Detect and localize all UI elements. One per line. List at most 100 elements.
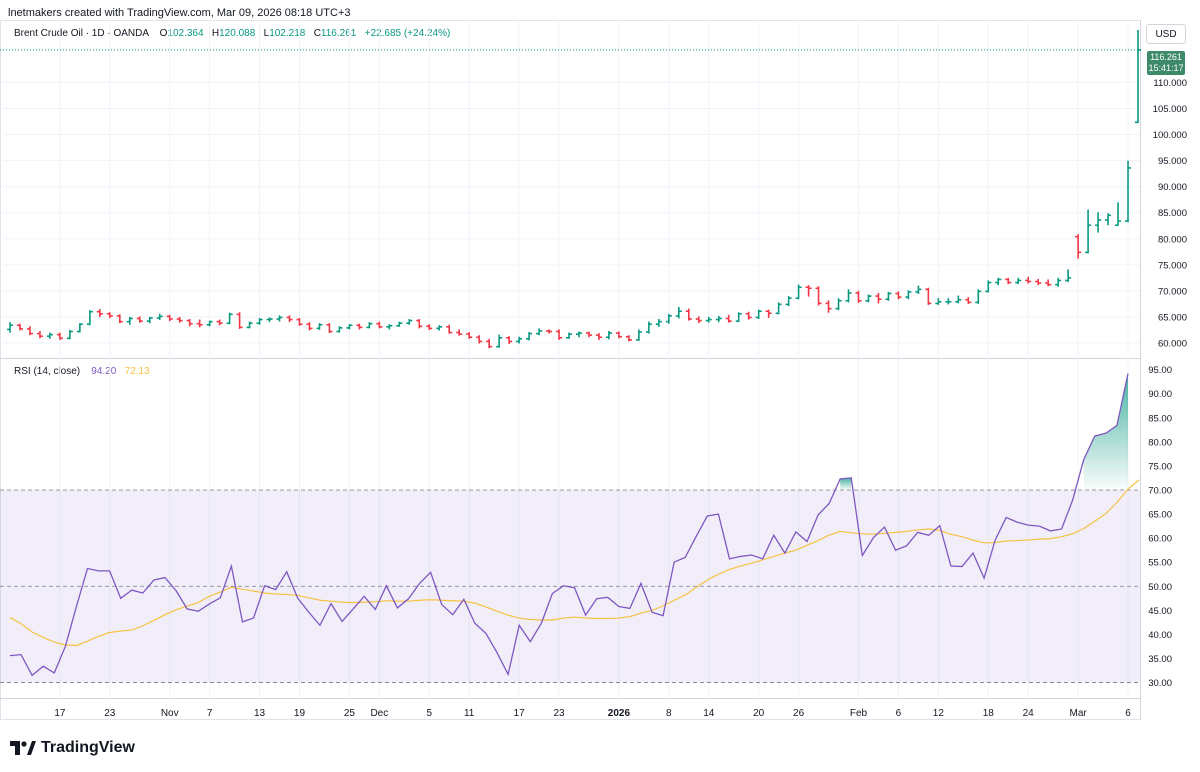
price-tick-label: 60.000	[1158, 338, 1187, 349]
ohlc-bar	[216, 319, 223, 326]
ohlc-bar	[86, 310, 93, 326]
ohlc-bar	[26, 326, 33, 336]
ohlc-bar	[1115, 202, 1122, 227]
ohlc-bar	[566, 332, 573, 339]
ohlc-bar	[805, 285, 812, 297]
x-tick-label: 6	[1125, 708, 1131, 719]
overbought-fill	[840, 477, 852, 490]
ohlc-bar	[196, 319, 203, 328]
ohlc-bar	[316, 323, 323, 330]
ohlc-bar	[386, 324, 393, 330]
last-price: 116.261	[1150, 52, 1182, 62]
ohlc-bar	[1095, 212, 1102, 233]
chart-caption: lnetmakers created with TradingView.com,…	[8, 7, 351, 19]
ohlc-bar	[1075, 234, 1082, 259]
close-label: C	[313, 28, 321, 39]
price-tick-label: 105.000	[1153, 104, 1187, 115]
ohlc-bar	[745, 311, 752, 320]
rsi-tick-label: 55.00	[1148, 558, 1172, 569]
x-tick-label: 13	[254, 708, 266, 719]
x-tick-label: 5	[426, 708, 432, 719]
x-tick-label: 8	[666, 708, 672, 719]
rsi-legend: RSI (14, close) 94.20 72.13	[14, 366, 150, 377]
ohlc-bar	[1085, 209, 1092, 254]
symbol-info[interactable]: Brent Crude Oil · 1D · OANDA	[14, 28, 149, 39]
x-tick-label: Nov	[161, 708, 179, 719]
ohlc-bar	[16, 323, 23, 331]
ohlc-bar	[575, 331, 582, 338]
ohlc-bar	[1005, 277, 1012, 285]
ohlc-bar	[506, 336, 513, 345]
ohlc-bar	[96, 309, 103, 317]
rsi-title[interactable]: RSI (14, close)	[14, 366, 81, 377]
ohlc-bar	[7, 322, 13, 333]
price-tick-label: 90.000	[1158, 182, 1187, 193]
ohlc-bar	[1025, 276, 1032, 284]
ohlc-bar	[735, 312, 742, 323]
ohlc-bar	[585, 331, 592, 338]
ohlc-bar	[346, 324, 353, 330]
ohlc-bar	[176, 316, 183, 323]
ohlc-bar	[166, 314, 173, 322]
ohlc-bar	[236, 312, 243, 329]
tradingview-logo[interactable]: TradingView	[10, 738, 135, 758]
x-tick-label: 17	[514, 708, 526, 719]
rsi-line	[9, 373, 1129, 677]
ohlc-bar	[885, 291, 892, 301]
ohlc-bar	[795, 284, 802, 300]
price-tick-label: 110.000	[1153, 78, 1187, 89]
ohlc-bar	[36, 330, 43, 339]
ohlc-bar	[436, 325, 443, 331]
x-tick-label: 6	[896, 708, 902, 719]
ohlc-bar	[466, 332, 473, 339]
ohlc-bar	[1055, 277, 1062, 287]
ohlc-bar	[376, 321, 383, 329]
rsi-tick-label: 90.00	[1148, 389, 1172, 400]
ohlc-bar	[605, 330, 612, 340]
rsi-ma-line	[9, 479, 1140, 647]
ohlc-bar	[685, 308, 692, 321]
ohlc-bar	[595, 333, 602, 340]
ohlc-bar	[835, 298, 842, 311]
ohlc-bar	[775, 302, 782, 315]
x-tick-label: 7	[207, 708, 213, 719]
ohlc-bar	[615, 331, 622, 339]
ohlc-bar	[915, 285, 922, 295]
ohlc-bar	[266, 317, 273, 323]
ohlc-bar	[965, 297, 972, 304]
x-tick-label: 18	[983, 708, 995, 719]
ohlc-bar	[426, 324, 433, 330]
x-tick-label: 17	[54, 708, 66, 719]
currency-button[interactable]: USD	[1146, 24, 1186, 44]
open-label: O	[159, 28, 168, 39]
ohlc-bar	[286, 315, 293, 323]
rsi-tick-label: 30.00	[1148, 678, 1172, 689]
ohlc-bar	[446, 324, 453, 334]
price-tick-label: 100.000	[1153, 130, 1187, 141]
last-price-tag: 116.261 15:41:17	[1147, 51, 1185, 75]
ohlc-bar	[895, 291, 902, 300]
bar-countdown: 15:41:17	[1148, 63, 1184, 73]
ohlc-bar	[126, 316, 133, 325]
ohlc-bar	[755, 309, 762, 320]
high-value: 120.088	[219, 28, 256, 39]
rsi-tick-label: 65.00	[1148, 510, 1172, 521]
low-label: L	[263, 28, 270, 39]
x-tick-label: 23	[553, 708, 565, 719]
x-tick-label: 24	[1023, 708, 1035, 719]
rsi-tick-label: 40.00	[1148, 630, 1172, 641]
price-tick-label: 75.000	[1158, 260, 1187, 271]
ohlc-bar	[985, 280, 992, 293]
ohlc-bar	[855, 290, 862, 303]
ohlc-bar	[156, 313, 163, 321]
ohlc-bar	[1065, 269, 1072, 283]
ohlc-bar	[516, 336, 523, 344]
tradingview-logo-icon	[10, 741, 36, 755]
open-value: 102.364	[167, 28, 204, 39]
close-value: 116.261	[320, 28, 357, 39]
price-tick-label: 70.000	[1158, 286, 1187, 297]
ohlc-bar	[116, 314, 123, 324]
ohlc-bar	[695, 316, 702, 324]
ohlc-bar	[326, 323, 333, 334]
